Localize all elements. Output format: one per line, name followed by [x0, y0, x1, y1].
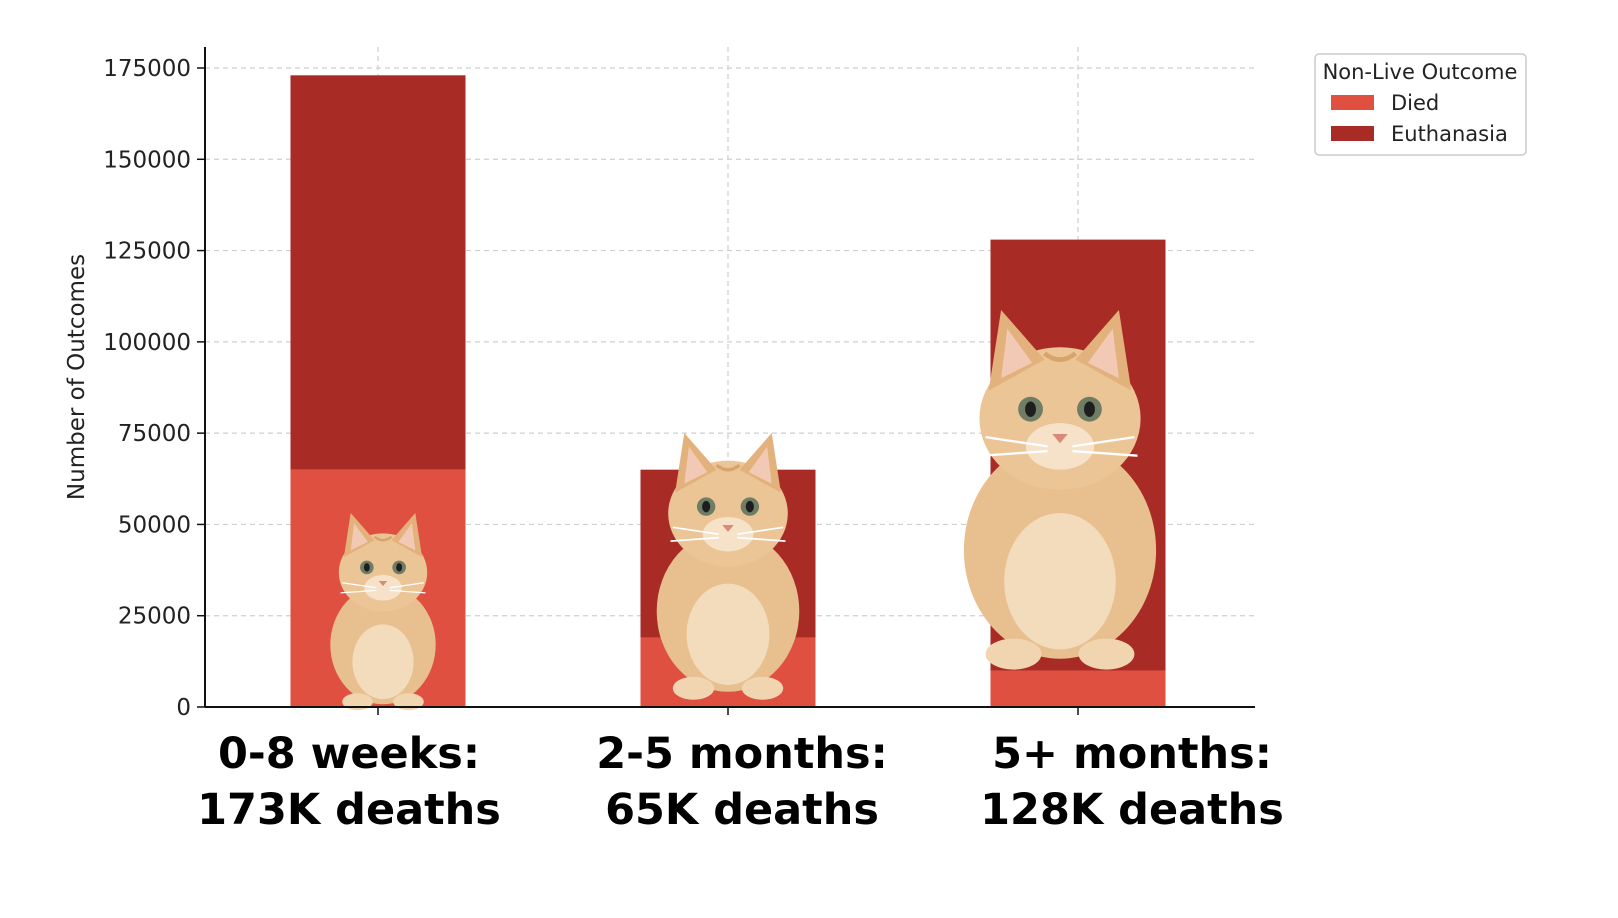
category-label-line: 65K deaths	[605, 785, 879, 835]
axes	[197, 47, 1255, 715]
y-tick-label: 75000	[118, 421, 191, 447]
young-kitten-image	[656, 433, 800, 700]
y-tick-label: 150000	[103, 147, 191, 173]
category-label-line: 128K deaths	[980, 785, 1284, 835]
category-label-line: 173K deaths	[197, 785, 501, 835]
y-axis-label: Number of Outcomes	[64, 254, 90, 500]
legend-swatch-died	[1331, 95, 1374, 110]
bar-died-3	[990, 670, 1166, 707]
newborn-kitten-image	[330, 513, 436, 711]
y-tick-label: 125000	[103, 239, 191, 265]
y-tick-labels: 0 25000 50000 75000 100000 125000 150000 175000	[103, 56, 191, 721]
legend-label-died: Died	[1391, 91, 1439, 115]
y-tick-label: 0	[176, 695, 191, 721]
y-tick-label: 100000	[103, 330, 191, 356]
legend-title: Non-Live Outcome	[1323, 60, 1518, 84]
y-tick-label: 175000	[103, 56, 191, 82]
category-labels: 0-8 weeks: 173K deaths 2-5 months: 65K deat…	[197, 729, 1284, 835]
category-label-line: 0-8 weeks:	[218, 729, 480, 779]
category-label-line: 5+ months:	[992, 729, 1272, 779]
cat-photos	[330, 310, 1157, 711]
category-label-line: 2-5 months:	[596, 729, 888, 779]
bar-euthanasia-1	[290, 75, 466, 470]
adult-orange-cat-image	[963, 310, 1157, 670]
legend-swatch-euthanasia	[1331, 126, 1374, 141]
y-tick-label: 50000	[118, 512, 191, 538]
legend-label-euthanasia: Euthanasia	[1391, 122, 1508, 146]
legend: Non-Live Outcome Died Euthanasia	[1314, 53, 1527, 156]
y-tick-label: 25000	[118, 604, 191, 630]
